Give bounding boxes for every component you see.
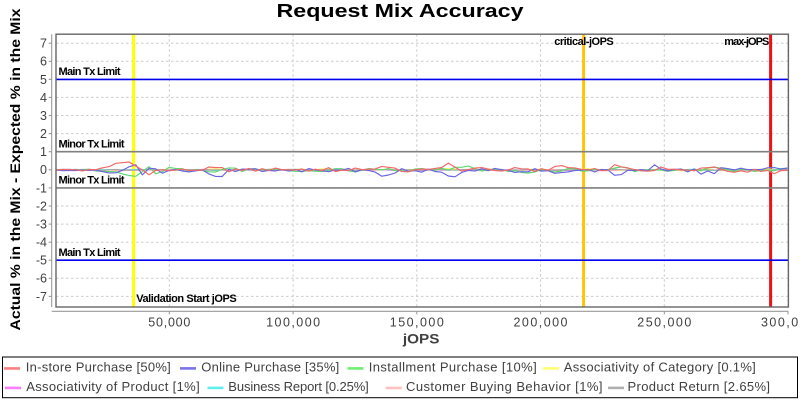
svg-text:Product Return [2.65%]: Product Return [2.65%] [628, 379, 771, 394]
svg-text:6: 6 [40, 55, 47, 69]
svg-text:150,000: 150,000 [390, 315, 444, 329]
svg-text:4: 4 [40, 91, 47, 105]
svg-text:Minor Tx Limit: Minor Tx Limit [59, 175, 125, 187]
svg-text:Online Purchase [35%]: Online Purchase [35%] [201, 359, 339, 374]
svg-text:Main Tx Limit: Main Tx Limit [59, 66, 121, 78]
svg-text:critical-jOPS: critical-jOPS [554, 36, 614, 48]
svg-text:-1: -1 [36, 181, 47, 195]
svg-text:300,000: 300,000 [761, 315, 800, 329]
svg-text:Installment Purchase [10%]: Installment Purchase [10%] [369, 359, 537, 374]
svg-text:-5: -5 [36, 254, 47, 268]
svg-text:200,000: 200,000 [514, 315, 568, 329]
svg-text:Associativity of Product [1%]: Associativity of Product [1%] [26, 379, 200, 394]
svg-text:5: 5 [40, 73, 47, 87]
svg-text:-4: -4 [36, 236, 47, 250]
svg-text:Business Report [0.25%]: Business Report [0.25%] [228, 379, 368, 394]
svg-text:100,000: 100,000 [266, 315, 320, 329]
svg-text:Actual % in the Mix - Expected: Actual % in the Mix - Expected % in the … [7, 8, 23, 330]
svg-text:-2: -2 [36, 199, 47, 213]
svg-text:Minor Tx Limit: Minor Tx Limit [59, 138, 125, 150]
svg-text:2: 2 [40, 127, 47, 141]
svg-text:-3: -3 [36, 218, 47, 232]
svg-text:jOPS: jOPS [402, 331, 440, 346]
svg-text:Customer Buying Behavior [1%]: Customer Buying Behavior [1%] [406, 379, 603, 394]
svg-text:3: 3 [40, 109, 47, 123]
svg-text:Request Mix Accuracy: Request Mix Accuracy [277, 1, 524, 21]
svg-text:0: 0 [40, 163, 47, 177]
svg-text:In-store Purchase [50%]: In-store Purchase [50%] [26, 359, 171, 374]
svg-text:250,000: 250,000 [637, 315, 691, 329]
svg-text:Main Tx Limit: Main Tx Limit [59, 247, 121, 259]
svg-text:7: 7 [40, 37, 47, 51]
svg-text:Associativity of Category [0.1: Associativity of Category [0.1%] [564, 359, 756, 374]
svg-text:50,000: 50,000 [148, 315, 190, 329]
svg-text:-6: -6 [36, 272, 47, 286]
svg-text:max-jOPS: max-jOPS [724, 36, 769, 48]
svg-text:Validation Start jOPS: Validation Start jOPS [136, 293, 237, 305]
svg-text:1: 1 [40, 145, 47, 159]
svg-text:-7: -7 [36, 290, 47, 304]
